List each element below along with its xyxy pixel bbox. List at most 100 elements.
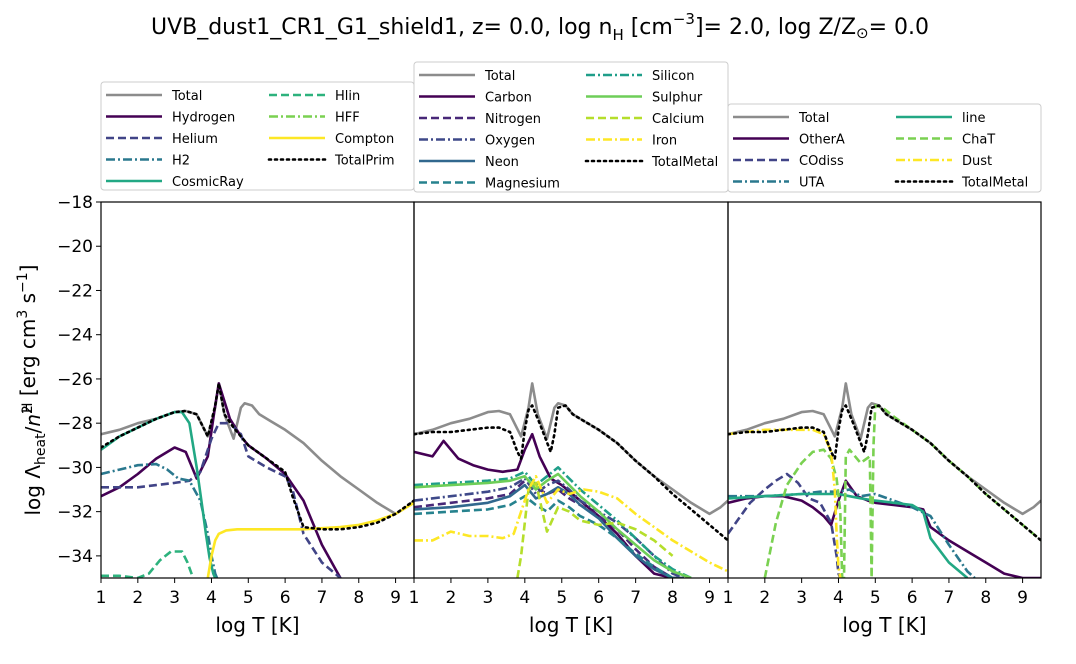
legend-label-hff: HFF xyxy=(335,111,360,126)
legend-label-magnesium: Magnesium xyxy=(485,177,560,192)
series-line-totalprim xyxy=(101,382,414,531)
legend-label-sulphur: Sulphur xyxy=(652,91,703,106)
legend-label-totalmetal: TotalMetal xyxy=(961,176,1028,191)
y-tick-label: −32 xyxy=(57,503,93,523)
legend-label-totalmetal: TotalMetal xyxy=(651,155,718,170)
series-line-total xyxy=(728,382,1041,516)
panel-1: 1 2 3 4 5 6 7 8 9 log T [K] −34 −32 −30 −28 −26 −24 −22 −… xyxy=(57,81,415,637)
series-line-total xyxy=(414,382,728,516)
y-tick-label: −34 xyxy=(57,547,93,567)
series-line-line xyxy=(728,492,969,578)
legend-label-hlin: Hlin xyxy=(335,89,360,104)
legend-label-totalprim: TotalPrim xyxy=(334,154,395,169)
panel-1-series xyxy=(101,382,414,578)
legend-label-silicon: Silicon xyxy=(652,69,694,84)
legend-label-othera: OtherA xyxy=(799,133,845,148)
x-tick-label: 3 xyxy=(796,588,807,608)
x-tick-label: 3 xyxy=(482,588,493,608)
panel-3: 1 2 3 4 5 6 7 8 9 log T [K] Total OtherA COdiss UTA li… xyxy=(723,103,1042,637)
x-tick-label: 1 xyxy=(409,588,420,608)
series-line-oxygen xyxy=(414,477,685,578)
legend-panel-1: Total Hydrogen Helium H2 CosmicRay Hlin HFF Com… xyxy=(100,81,415,191)
panel-2: 1 2 3 4 5 6 7 8 9 log T [K] Total Carbon Nitrogen Oxy… xyxy=(409,61,729,637)
figure-title: UVB_dust1_CR1_G1_shield1, z= 0.0, log nH… xyxy=(151,10,929,44)
y-tick-label: −30 xyxy=(57,458,93,478)
legend-label-total: Total xyxy=(484,69,515,84)
y-tick-label: −20 xyxy=(57,237,93,257)
legend-label-hydrogen: Hydrogen xyxy=(172,111,235,126)
legend-label-iron: Iron xyxy=(652,134,677,149)
legend-label-nitrogen: Nitrogen xyxy=(485,112,541,127)
x-tick-label: 9 xyxy=(704,588,715,608)
x-tick-label: 7 xyxy=(317,588,328,608)
y-tick-label: −26 xyxy=(57,370,93,390)
series-line-chat xyxy=(763,404,1041,578)
x-tick-label: 1 xyxy=(723,588,734,608)
legend-label-total: Total xyxy=(798,111,829,126)
x-tick-label: 5 xyxy=(870,588,881,608)
legend-label-dust: Dust xyxy=(962,154,992,169)
x-tick-label: 9 xyxy=(1017,588,1028,608)
series-line-nitrogen xyxy=(414,479,680,578)
series-line-calcium xyxy=(516,481,674,578)
legend-label-chat: ChaT xyxy=(962,133,995,148)
x-tick-label: 5 xyxy=(243,588,254,608)
legend-label-calcium: Calcium xyxy=(652,112,704,127)
x-tick-label: 2 xyxy=(759,588,770,608)
legend-panel-2: Total Carbon Nitrogen Oxygen Neon Magnesium Si… xyxy=(413,61,729,193)
legend-label-compton: Compton xyxy=(335,132,394,147)
series-line-codiss xyxy=(728,472,842,578)
y-axis-label: log Λheat/n2H [erg cm3 s−1] xyxy=(15,264,49,515)
series-line-totalmetal xyxy=(728,404,1041,542)
series-line-compton xyxy=(206,501,414,578)
legend-label-cosmicray: CosmicRay xyxy=(172,175,244,190)
x-axis-label: log T [K] xyxy=(215,613,299,637)
legend-box xyxy=(727,103,1042,193)
series-line-sulphur xyxy=(414,472,692,578)
x-tick-label: 3 xyxy=(169,588,180,608)
x-tick-label: 7 xyxy=(944,588,955,608)
x-tick-label: 4 xyxy=(519,588,530,608)
plot-frame xyxy=(727,201,1042,579)
x-tick-label: 2 xyxy=(446,588,457,608)
x-tick-label: 4 xyxy=(833,588,844,608)
x-tick-label: 1 xyxy=(96,588,107,608)
x-tick-label: 8 xyxy=(353,588,364,608)
legend-label-helium: Helium xyxy=(172,132,218,147)
plot-frame xyxy=(413,201,729,579)
series-line-hydrogen xyxy=(101,382,342,578)
x-tick-label: 4 xyxy=(206,588,217,608)
series-line-totalmetal xyxy=(414,404,728,542)
legend-label-total: Total xyxy=(171,89,202,104)
series-line-silicon xyxy=(414,466,692,578)
legend-label-oxygen: Oxygen xyxy=(485,134,535,149)
legend-panel-3: Total OtherA COdiss UTA line ChaT Dust TotalMet… xyxy=(727,103,1042,193)
x-axis-label: log T [K] xyxy=(842,613,926,637)
series-line-helium xyxy=(101,421,342,578)
panel-3-series xyxy=(728,382,1041,578)
legend-label-carbon: Carbon xyxy=(485,91,532,106)
series-line-hlin xyxy=(101,550,195,578)
legend-label-h2: H2 xyxy=(172,154,190,169)
x-tick-label: 7 xyxy=(630,588,641,608)
y-tick-label: −18 xyxy=(57,193,93,213)
y-tick-label: −24 xyxy=(57,326,93,346)
x-tick-label: 6 xyxy=(280,588,291,608)
y-tick-label: −28 xyxy=(57,414,93,434)
x-axis-label: log T [K] xyxy=(529,613,613,637)
x-tick-label: 9 xyxy=(390,588,401,608)
x-tick-label: 6 xyxy=(907,588,918,608)
legend-label-codiss: COdiss xyxy=(799,154,844,169)
legend-label-neon: Neon xyxy=(485,155,519,170)
x-tick-label: 2 xyxy=(132,588,143,608)
x-tick-label: 6 xyxy=(593,588,604,608)
series-line-total xyxy=(101,382,414,516)
series-line-iron xyxy=(414,475,728,573)
x-tick-label: 8 xyxy=(667,588,678,608)
legend-label-uta: UTA xyxy=(799,176,824,191)
series-line-dust xyxy=(728,428,842,578)
series-line-magnesium xyxy=(414,494,674,578)
panel-2-series xyxy=(414,382,728,578)
x-tick-label: 5 xyxy=(556,588,567,608)
